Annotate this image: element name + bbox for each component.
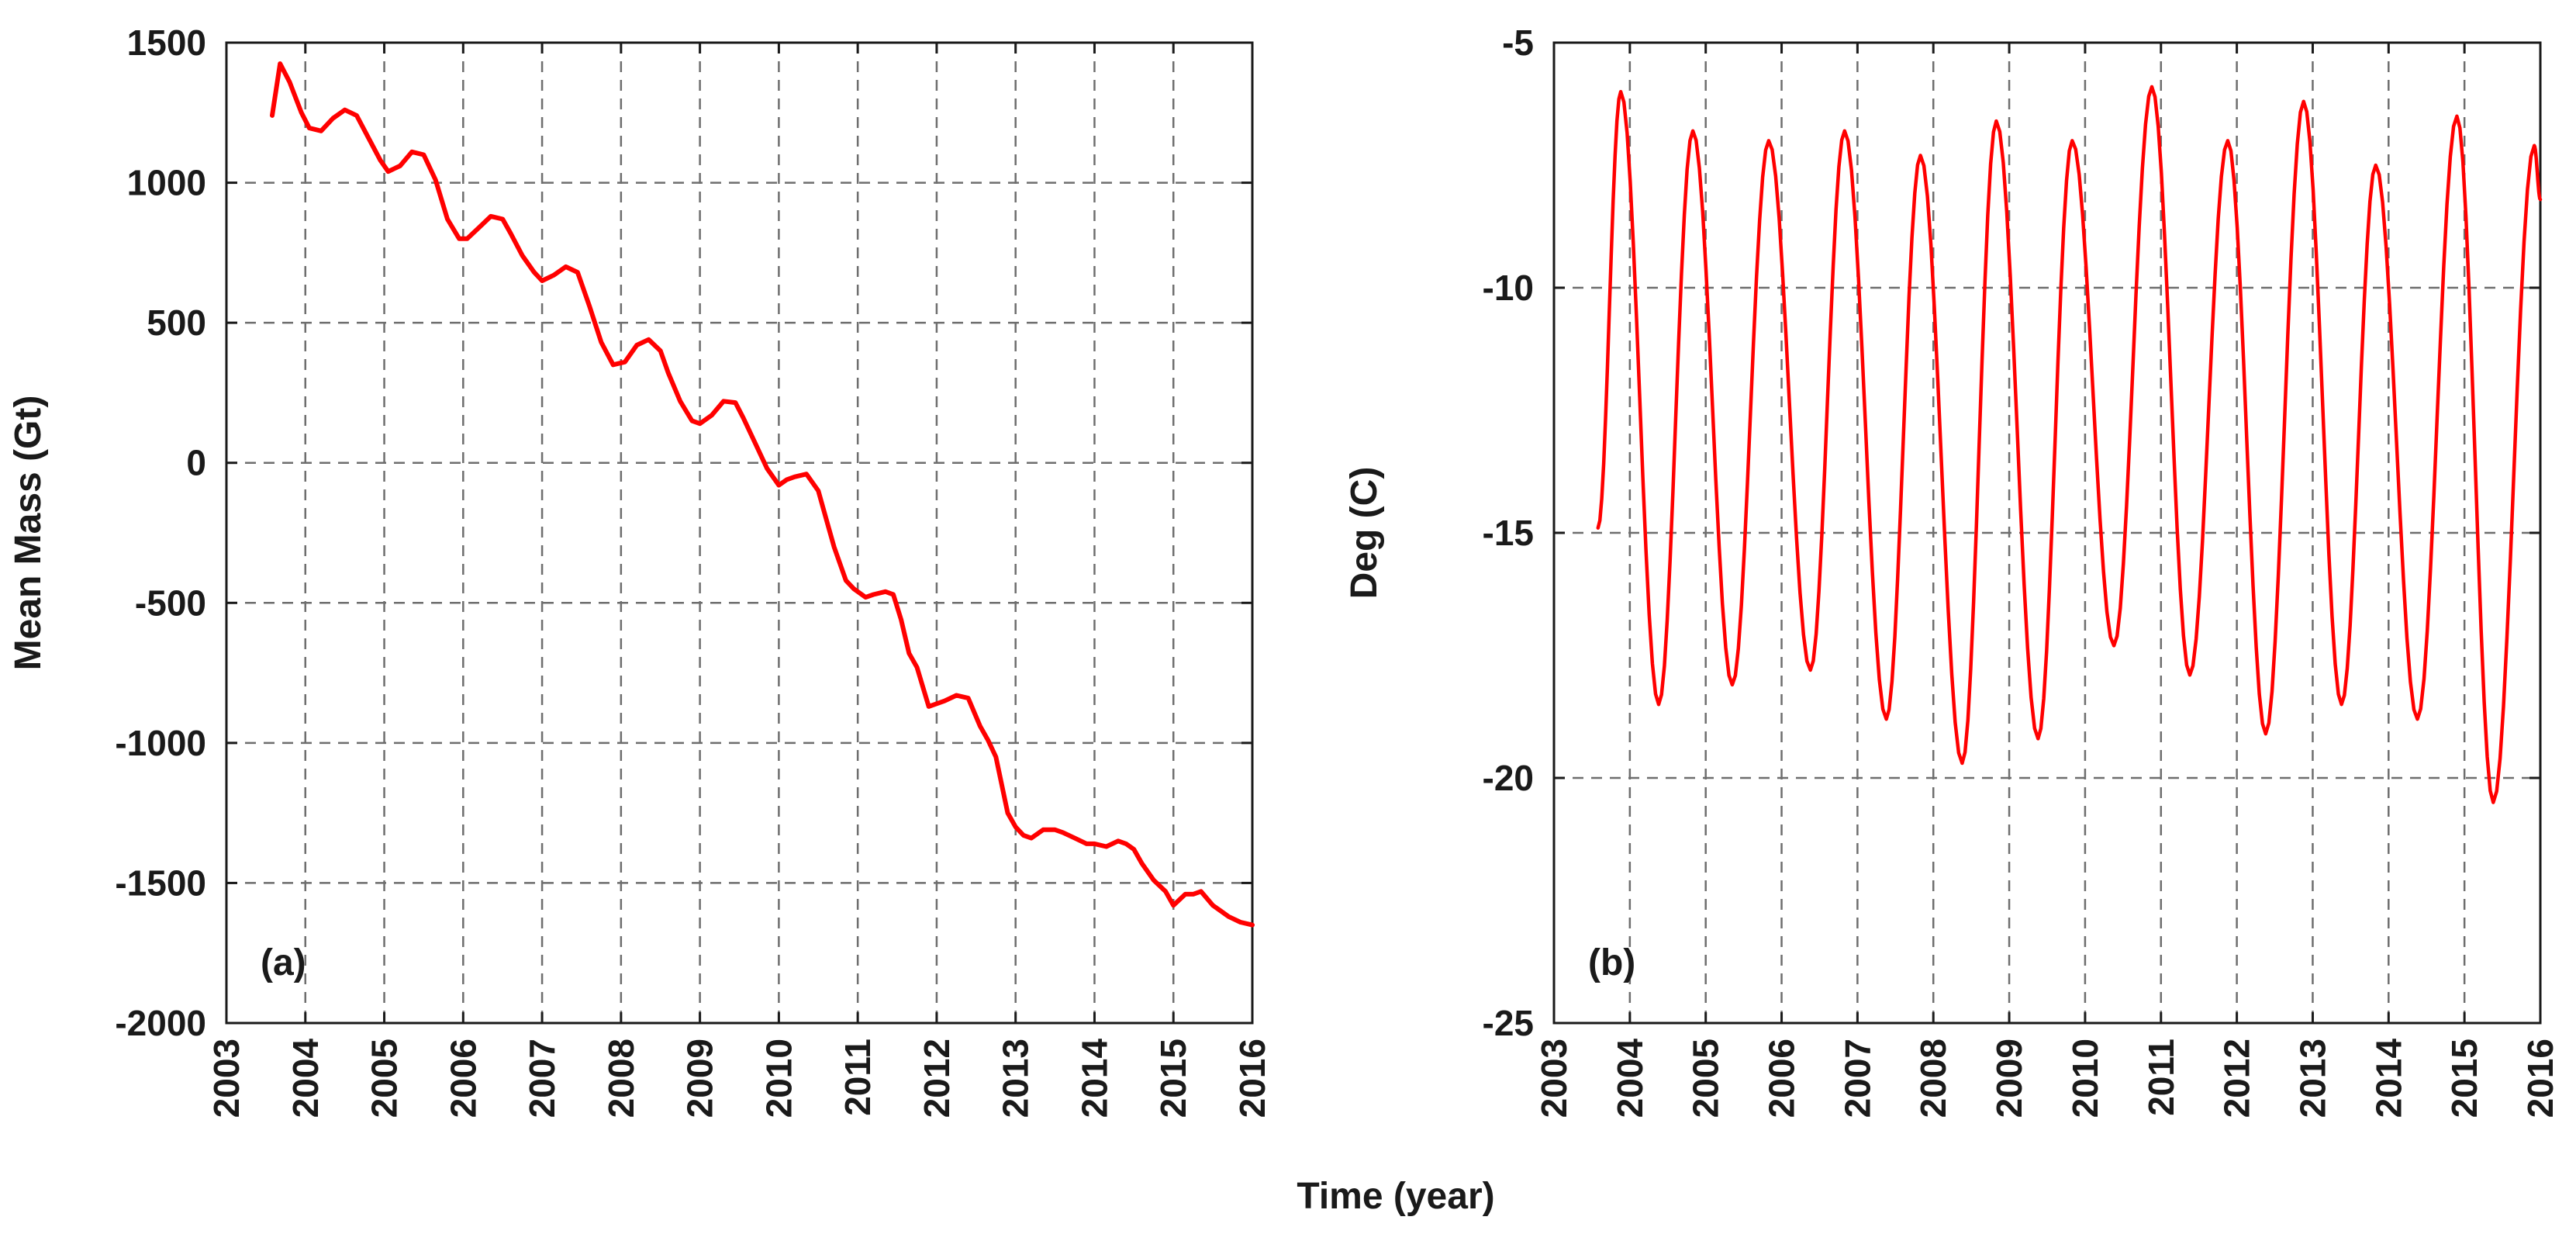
series-line-b	[1596, 85, 2543, 804]
y-tick-label: -500	[135, 582, 206, 623]
y-tick-label: 1000	[127, 163, 206, 203]
x-tick-label: 2015	[1153, 1039, 1193, 1118]
shared-x-axis-label: Time (year)	[1297, 1176, 1494, 1217]
x-tick-label: 2012	[917, 1039, 957, 1118]
x-tick-label: 2007	[1837, 1039, 1877, 1118]
x-tick-label: 2004	[285, 1039, 326, 1118]
x-tick-label: 2010	[2065, 1039, 2105, 1118]
x-tick-label: 2005	[1686, 1039, 1726, 1118]
y-tick-label: -1500	[115, 862, 206, 903]
x-tick-label: 2015	[2444, 1039, 2484, 1118]
x-tick-label: 2009	[1989, 1039, 2029, 1118]
plot-area-frame	[225, 41, 1254, 1025]
x-tick-label: 2004	[1610, 1039, 1650, 1118]
x-tick-label: 2005	[364, 1039, 405, 1118]
series-line-a	[270, 61, 1255, 928]
x-tick-label: 2008	[601, 1039, 641, 1118]
x-tick-label: 2016	[1232, 1039, 1272, 1118]
x-tick-label: 2003	[1534, 1039, 1574, 1118]
x-tick-label: 2014	[2368, 1039, 2409, 1118]
y-tick-label: -2000	[115, 1003, 206, 1043]
y-tick-label: 1500	[127, 22, 206, 63]
y-axis-label: Deg (C)	[1344, 467, 1385, 600]
x-tick-label: 2011	[2141, 1039, 2181, 1116]
x-tick-label: 2014	[1074, 1039, 1114, 1118]
x-tick-label: 2012	[2217, 1039, 2257, 1118]
panel-a-chart: 2003 2004 2005 2006 2007 2008 2009 2010 2011 2012…	[8, 22, 1272, 1118]
x-tick-label: 2010	[758, 1039, 799, 1118]
x-tick-label: 2013	[2292, 1039, 2333, 1118]
panel-label: (a)	[261, 942, 306, 983]
x-tick-label: 2006	[1762, 1039, 1802, 1118]
panel-label: (b)	[1588, 942, 1635, 983]
y-tick-label: 500	[147, 302, 206, 343]
y-tick-label: -15	[1483, 513, 1534, 553]
y-tick-label: -5	[1502, 22, 1534, 63]
y-tick-label: -1000	[115, 723, 206, 763]
y-tick-label: 0	[186, 443, 206, 483]
x-tick-label: 2006	[443, 1039, 483, 1118]
x-tick-label: 2009	[680, 1039, 720, 1118]
y-tick-label: -10	[1483, 268, 1534, 308]
x-tick-label: 2008	[1913, 1039, 1953, 1118]
y-tick-label: -20	[1483, 758, 1534, 798]
y-axis-label: Mean Mass (Gt)	[8, 396, 49, 671]
panel-b-chart: 2003 2004 2005 2006 2007 2008 2009 2010 2011 2012…	[1344, 22, 2560, 1118]
x-tick-label: 2011	[837, 1039, 878, 1116]
x-tick-label: 2003	[206, 1039, 247, 1118]
x-tick-label: 2007	[522, 1039, 562, 1118]
x-tick-label: 2013	[996, 1039, 1036, 1118]
y-tick-label: -25	[1483, 1003, 1534, 1043]
x-tick-label: 2016	[2520, 1039, 2560, 1118]
